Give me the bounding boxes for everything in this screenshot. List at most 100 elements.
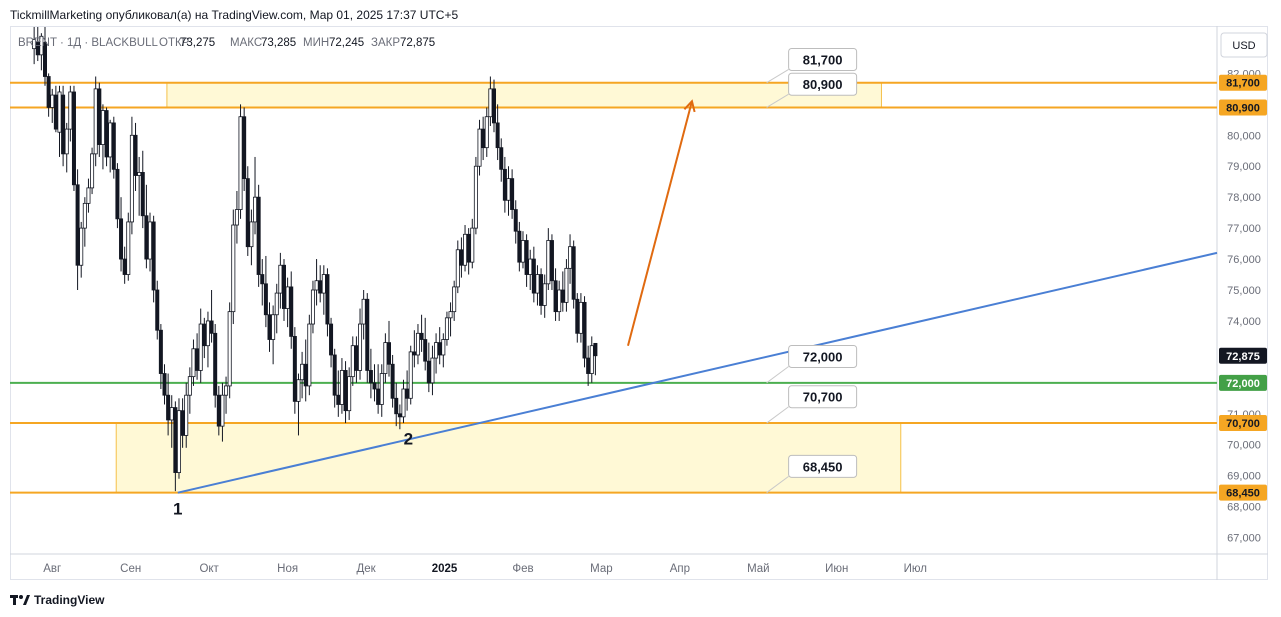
ohlc-low-label: МИН [303,37,329,49]
candle-101 [397,404,402,430]
candle-135 [520,231,525,269]
price-chart[interactable]: 81,700 80,900 72,000 70,700 68,450 1 2 67,000… [0,0,1281,590]
candle-body [412,351,417,356]
ohlc-high-value: 73,285 [261,37,296,49]
candle-39 [173,401,178,492]
candle-56 [234,190,239,244]
candle-79 [318,265,323,303]
candle-body [32,38,37,50]
candle-body [231,224,236,313]
candle-21 [108,119,113,173]
candle-14 [82,197,87,247]
candle-6 [53,85,58,133]
candle-66 [271,305,276,365]
candle-body [234,209,239,226]
x-tick-label: Дек [356,563,376,575]
candle-body [589,345,594,374]
candle-137 [528,249,533,290]
candle-97 [383,333,388,383]
candle-76 [307,314,312,396]
y-tick-label: 76,000 [1227,254,1261,266]
candle-body [90,153,95,189]
candle-body [477,128,482,167]
y-tick-label: 69,000 [1227,471,1261,483]
candle-body [430,357,435,384]
x-tick-label: Окт [199,563,219,575]
candle-42 [184,382,189,448]
candle-130 [502,156,507,213]
candle-body [68,91,73,130]
candle-body [300,363,305,381]
candle-10 [68,85,73,142]
candle-body [372,382,377,390]
candle-24 [119,197,124,272]
candle-body [405,388,410,399]
candle-body [495,122,500,149]
candle-33 [151,215,156,303]
support-zone-0 [166,82,882,108]
candle-body [148,221,153,260]
candle-128 [495,104,500,161]
candle-69 [281,259,286,321]
candle-8 [61,85,66,167]
candle-body [256,196,261,275]
currency-label: USD [1232,40,1255,52]
candle-body [100,110,105,145]
candle-body [213,332,218,396]
candle-body [415,332,420,356]
candle-body [542,283,547,306]
candle-120 [466,228,471,275]
candle-12 [75,169,80,290]
candle-body [64,128,69,155]
candle-body [224,385,229,396]
footer-brand[interactable]: TradingView [34,593,105,607]
candle-body [528,258,533,275]
callout-pointer [766,93,789,108]
candle-35 [158,324,163,390]
candle-104 [408,345,413,405]
currency-button[interactable]: USD [1220,32,1268,58]
candle-body [553,280,558,313]
callout-label: 70,700 [803,390,843,405]
candle-body [82,202,87,229]
candle-body [176,410,181,473]
candle-118 [459,237,464,278]
tradingview-logo-icon[interactable] [10,594,30,606]
candle-body [53,94,58,130]
candle-85 [339,358,344,414]
x-tick-label: 2025 [432,563,458,575]
candle-155 [593,342,598,376]
candle-body [202,323,207,347]
candle-100 [394,382,399,427]
candle-body [75,184,80,266]
candle-5 [50,88,55,123]
candle-78 [314,259,319,306]
candle-17 [93,76,98,167]
candle-41 [180,398,185,448]
candle-body [263,283,268,316]
candle-123 [477,119,482,176]
candle-body [140,172,145,217]
current-price-label: 72,875 [1226,351,1260,363]
candle-body [296,379,301,402]
candle-4 [46,73,51,117]
candle-53 [224,376,229,414]
candle-150 [575,293,580,343]
candle-body [484,116,489,149]
candle-body [386,342,391,365]
candle-43 [187,367,192,414]
candle-body [535,274,540,294]
candle-body [397,413,402,418]
candle-body [325,274,330,325]
candle-46 [198,308,203,383]
y-tick-label: 79,000 [1227,161,1261,173]
candle-106 [415,324,420,365]
candle-153 [586,345,591,386]
candle-107 [419,314,424,352]
candle-body [307,323,312,387]
candle-80 [321,265,326,315]
candle-82 [329,317,334,368]
candle-51 [216,385,221,436]
candle-34 [155,280,160,340]
candle-body [571,246,576,300]
